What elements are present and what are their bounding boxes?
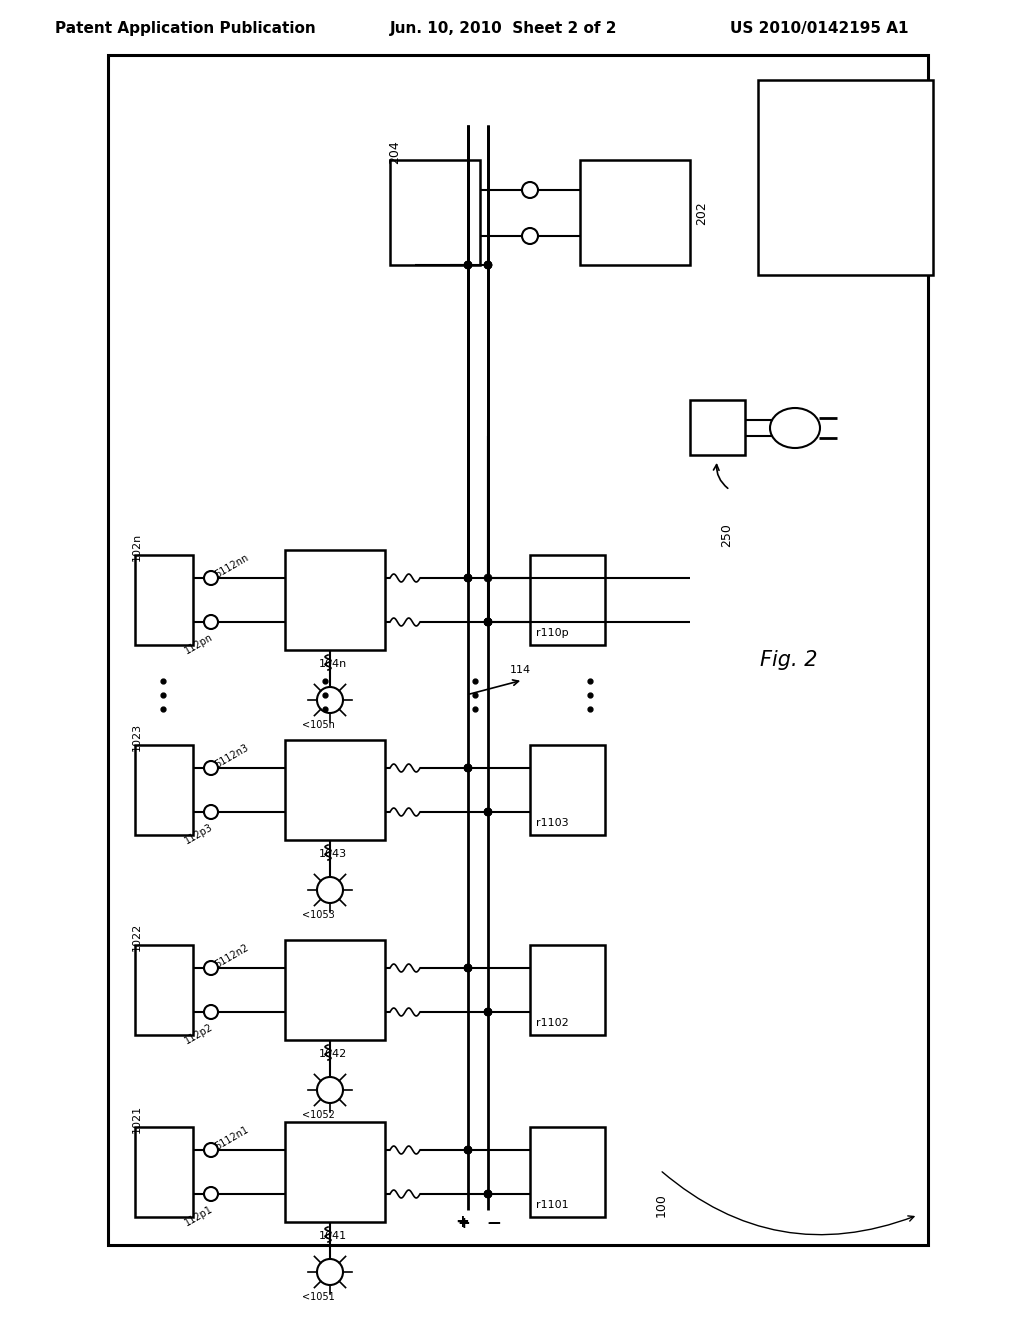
Bar — [285, 1122, 385, 1222]
Bar — [530, 1127, 605, 1217]
Bar — [135, 554, 193, 645]
Circle shape — [522, 182, 538, 198]
Circle shape — [464, 964, 472, 972]
Circle shape — [464, 764, 472, 772]
Text: <1052: <1052 — [302, 1110, 335, 1119]
Bar — [390, 160, 480, 265]
Bar — [135, 945, 193, 1035]
Circle shape — [204, 961, 218, 975]
Text: −: − — [487, 1213, 501, 1232]
Text: 112pn: 112pn — [183, 632, 215, 656]
Text: US 2010/0142195 A1: US 2010/0142195 A1 — [730, 21, 908, 36]
Circle shape — [484, 618, 492, 626]
Text: 5112nn: 5112nn — [213, 552, 250, 579]
Circle shape — [204, 1005, 218, 1019]
Circle shape — [464, 964, 472, 972]
Bar — [135, 1127, 193, 1217]
Ellipse shape — [770, 408, 820, 447]
Text: <1051: <1051 — [302, 1292, 335, 1302]
Text: 5112n2: 5112n2 — [213, 942, 250, 970]
Circle shape — [464, 574, 472, 582]
Text: 112p1: 112p1 — [183, 1204, 215, 1228]
Text: r110p: r110p — [536, 628, 568, 638]
Text: 100: 100 — [655, 1193, 668, 1217]
Bar — [530, 744, 605, 836]
Text: 112p2: 112p2 — [183, 1022, 215, 1045]
Text: 1041: 1041 — [318, 1232, 347, 1241]
Bar — [580, 160, 690, 265]
Circle shape — [317, 686, 343, 713]
Circle shape — [204, 1187, 218, 1201]
Text: 114: 114 — [510, 665, 531, 675]
Circle shape — [484, 618, 492, 626]
Text: r1101: r1101 — [536, 1200, 568, 1210]
Circle shape — [464, 764, 472, 772]
Circle shape — [484, 618, 492, 626]
Circle shape — [484, 808, 492, 816]
Text: 1042: 1042 — [318, 1049, 347, 1059]
Text: 1021: 1021 — [132, 1105, 142, 1133]
Bar — [758, 81, 933, 275]
Text: Patent Application Publication: Patent Application Publication — [55, 21, 315, 36]
Bar — [530, 554, 605, 645]
Circle shape — [464, 261, 472, 269]
Circle shape — [464, 574, 472, 582]
Text: 250: 250 — [720, 523, 733, 546]
Text: <105n: <105n — [302, 719, 335, 730]
Text: +: + — [455, 1213, 469, 1232]
Bar — [285, 550, 385, 649]
Circle shape — [317, 876, 343, 903]
Circle shape — [484, 261, 492, 269]
Bar — [530, 945, 605, 1035]
Text: 112p3: 112p3 — [183, 822, 215, 846]
Text: Fig. 2: Fig. 2 — [760, 649, 817, 671]
Circle shape — [484, 808, 492, 816]
Bar — [690, 400, 745, 455]
Bar — [285, 940, 385, 1040]
Circle shape — [204, 762, 218, 775]
Circle shape — [317, 1077, 343, 1104]
Circle shape — [484, 1008, 492, 1016]
Circle shape — [484, 1191, 492, 1199]
Text: r1102: r1102 — [536, 1018, 568, 1028]
Circle shape — [522, 228, 538, 244]
Bar — [108, 55, 928, 1245]
Circle shape — [204, 572, 218, 585]
Text: <1053: <1053 — [302, 909, 335, 920]
Bar — [135, 744, 193, 836]
Text: 1043: 1043 — [318, 849, 347, 859]
Text: r1103: r1103 — [536, 818, 568, 828]
Text: 204: 204 — [388, 140, 401, 164]
Text: Jun. 10, 2010  Sheet 2 of 2: Jun. 10, 2010 Sheet 2 of 2 — [390, 21, 617, 36]
Text: −: − — [486, 1217, 500, 1232]
Text: 1023: 1023 — [132, 723, 142, 751]
Text: 1022: 1022 — [132, 923, 142, 952]
Circle shape — [204, 805, 218, 818]
Bar — [285, 741, 385, 840]
Text: 102n: 102n — [132, 533, 142, 561]
Text: 202: 202 — [695, 201, 708, 224]
Text: 5112n1: 5112n1 — [213, 1125, 250, 1151]
Circle shape — [484, 1008, 492, 1016]
Circle shape — [317, 1259, 343, 1284]
Circle shape — [464, 1146, 472, 1154]
Circle shape — [204, 615, 218, 630]
Circle shape — [484, 574, 492, 582]
Text: 104n: 104n — [318, 659, 347, 669]
Text: 5112n3: 5112n3 — [213, 742, 250, 770]
Circle shape — [484, 261, 492, 269]
Circle shape — [484, 1191, 492, 1199]
Circle shape — [464, 1146, 472, 1154]
Text: +: + — [458, 1217, 470, 1232]
Circle shape — [464, 261, 472, 269]
Circle shape — [204, 1143, 218, 1158]
